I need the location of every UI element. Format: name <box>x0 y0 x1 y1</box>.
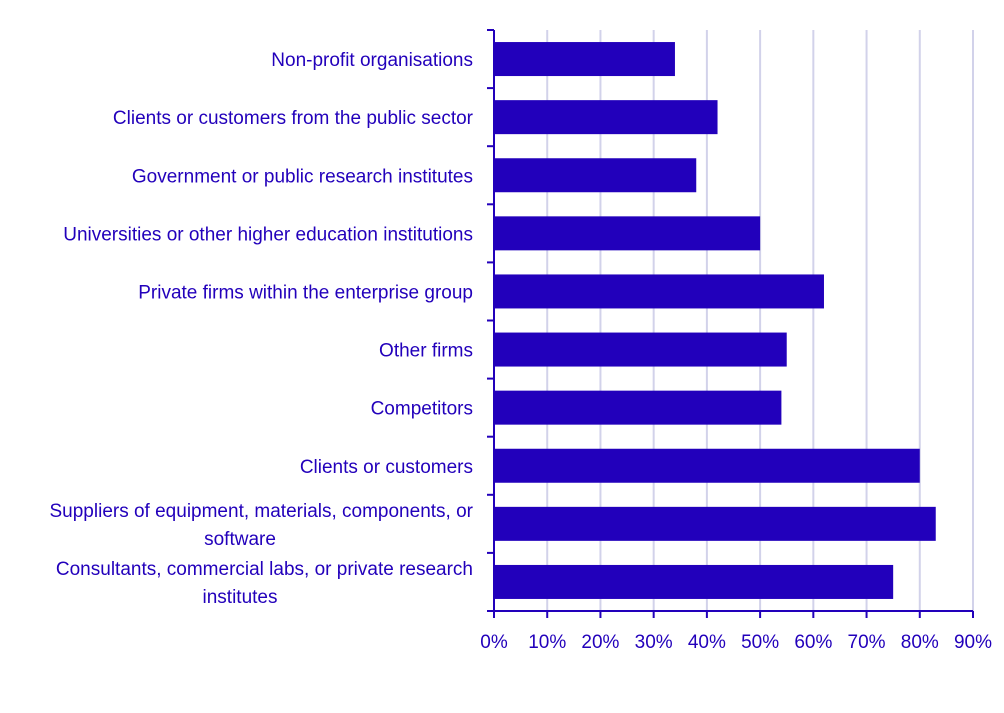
category-label: Clients or customers from the public sec… <box>113 108 474 129</box>
bar <box>494 158 697 193</box>
x-tick-label: 30% <box>635 632 673 653</box>
category-label: Universities or other higher education i… <box>63 224 473 245</box>
bar <box>494 100 718 135</box>
x-tick-label: 0% <box>480 632 508 653</box>
bar <box>494 332 787 367</box>
x-tick-label: 40% <box>688 632 726 653</box>
category-label: Non-profit organisations <box>271 50 473 71</box>
x-tick-label: 20% <box>581 632 619 653</box>
bar <box>494 42 675 77</box>
bar <box>494 564 894 599</box>
bar <box>494 390 782 425</box>
x-tick-label: 50% <box>741 632 779 653</box>
category-label: Clients or customers <box>300 457 473 478</box>
category-label: Suppliers of equipment, materials, compo… <box>50 501 474 522</box>
bar <box>494 448 920 483</box>
bar <box>494 506 936 541</box>
x-tick-label: 10% <box>528 632 566 653</box>
category-label: Other firms <box>379 341 473 362</box>
bar <box>494 216 761 251</box>
category-label-line2: institutes <box>203 587 278 608</box>
category-label: Private firms within the enterprise grou… <box>138 282 473 303</box>
x-tick-label: 70% <box>848 632 886 653</box>
category-label: Consultants, commercial labs, or private… <box>56 559 473 580</box>
x-tick-label: 80% <box>901 632 939 653</box>
x-tick-label: 60% <box>794 632 832 653</box>
x-tick-label: 90% <box>954 632 992 653</box>
category-label: Competitors <box>371 399 473 420</box>
bar <box>494 274 824 309</box>
category-label: Government or public research institutes <box>132 166 473 187</box>
category-label-line2: software <box>204 529 276 550</box>
